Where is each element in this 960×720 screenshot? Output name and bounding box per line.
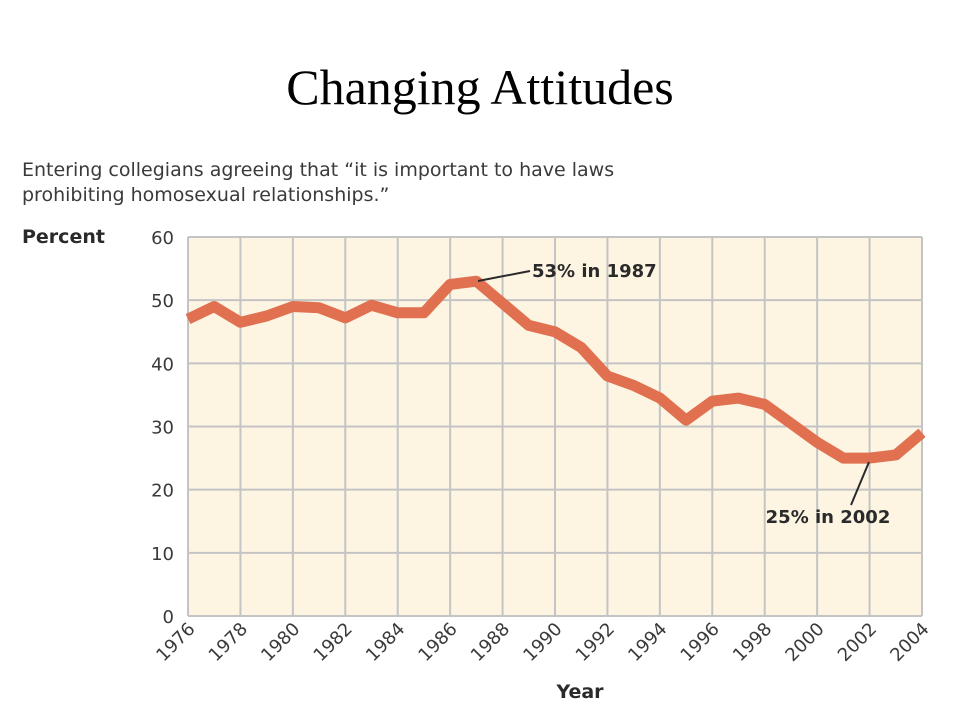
x-tick-label: 1998 <box>729 619 776 666</box>
y-tick-label: 50 <box>151 291 174 312</box>
x-tick-label: 2000 <box>781 619 828 666</box>
grid-lines <box>187 236 923 617</box>
slide-title: Changing Attitudes <box>286 59 674 115</box>
x-axis-title: Year <box>555 681 604 703</box>
x-tick-label: 2002 <box>834 619 881 666</box>
annotations: 53% in 1987 25% in 2002 <box>477 261 891 528</box>
y-tick-label: 20 <box>151 481 174 502</box>
annotation-label: 53% in 1987 <box>532 261 657 282</box>
x-tick-label: 1990 <box>519 619 566 666</box>
x-tick-label: 1982 <box>310 619 357 666</box>
y-axis-title: Percent <box>22 226 105 248</box>
x-tick-label: 2004 <box>886 619 933 666</box>
chart-subtitle: Entering collegians agreeing that “it is… <box>22 158 822 208</box>
y-tick-label: 0 <box>163 607 174 628</box>
x-tick-label: 1978 <box>205 619 252 666</box>
x-tick-label: 1988 <box>467 619 514 666</box>
x-tick-label: 1996 <box>677 619 724 666</box>
x-tick-label: 1980 <box>257 619 304 666</box>
annotation-label: 25% in 2002 <box>766 507 891 528</box>
x-tick-label: 1986 <box>414 619 461 666</box>
y-tick-label: 10 <box>151 544 174 565</box>
x-tick-label: 1984 <box>362 619 409 666</box>
x-tick-label: 1976 <box>152 619 199 666</box>
y-tick-label: 60 <box>151 228 174 249</box>
chart-subtitle-line-1: Entering collegians agreeing that “it is… <box>22 159 615 181</box>
y-tick-label: 40 <box>151 354 174 375</box>
y-tick-label: 30 <box>151 418 174 439</box>
chart-subtitle-line-2: prohibiting homosexual relationships.” <box>22 184 390 206</box>
series-layer <box>185 275 926 464</box>
annotation-leader-line <box>477 270 531 282</box>
x-tick-label: 1992 <box>572 619 619 666</box>
x-axis-ticks: 1976 1978 1980 1982 1984 1986 1988 1990 1992 1994… <box>152 619 933 666</box>
x-tick-label: 1994 <box>624 619 671 666</box>
y-axis-ticks: 0 10 20 30 40 50 60 <box>151 228 174 628</box>
annotation-leader-line <box>850 461 870 506</box>
